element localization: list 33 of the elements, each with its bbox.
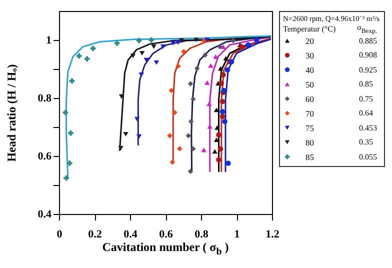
text: σ$_{Bexp.}$ bbox=[357, 24, 378, 36]
y-tick-label: 1 bbox=[46, 34, 52, 46]
legend-label: 80 bbox=[306, 137, 314, 148]
x-tick-label: 0.6 bbox=[159, 228, 174, 240]
text: 0.925 bbox=[359, 65, 377, 74]
text: 0.85 bbox=[359, 80, 373, 89]
x-tick-label: 0 bbox=[56, 228, 63, 240]
x-tick-label: 0.8 bbox=[194, 228, 209, 240]
text: 0.35 bbox=[359, 138, 373, 147]
text: 0.75 bbox=[359, 94, 373, 104]
y-tick-label: 0.4 bbox=[38, 208, 52, 220]
x-tick-label: 1 bbox=[234, 228, 240, 240]
y-tick-label: 0.6 bbox=[38, 150, 52, 162]
y-axis-title: Head ratio (H / Hₒ) bbox=[4, 64, 20, 162]
text: 0.055 bbox=[359, 152, 377, 162]
legend-label: 85 bbox=[306, 152, 314, 162]
legend-label: 75 bbox=[306, 122, 314, 133]
x-axis-title: Cavitation number ( σ$_{b}$ ) bbox=[102, 240, 229, 258]
legend-label: 30 bbox=[306, 50, 314, 60]
legend-label: 50 bbox=[306, 79, 314, 90]
text: Temperatur (°C) bbox=[283, 24, 336, 34]
text: 0.64 bbox=[359, 108, 373, 118]
legend-label: 40 bbox=[306, 64, 314, 75]
legend-label: 20 bbox=[306, 36, 314, 46]
x-tick-label: 1.2 bbox=[266, 228, 280, 240]
text: 0.453 bbox=[359, 123, 377, 132]
y-tick-label: 0.8 bbox=[38, 92, 52, 104]
legend-label: 70 bbox=[306, 108, 314, 118]
text: 0.885 bbox=[359, 36, 377, 46]
x-tick-label: 0.2 bbox=[88, 228, 102, 240]
text: 0.908 bbox=[359, 50, 377, 60]
legend-label: 60 bbox=[306, 94, 314, 104]
x-tick-label: 0.4 bbox=[124, 228, 138, 240]
